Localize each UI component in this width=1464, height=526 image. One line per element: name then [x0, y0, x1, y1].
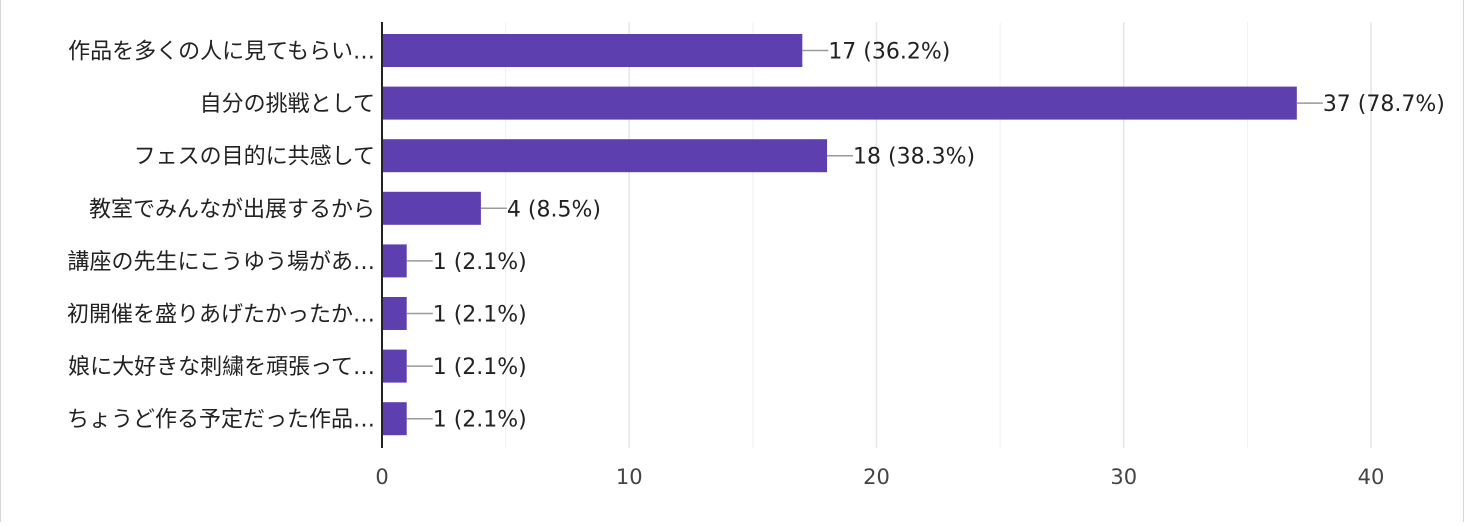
data-label: 37 (78.7%) [1323, 92, 1445, 117]
x-tick-label: 30 [1110, 465, 1137, 489]
bar [382, 244, 407, 278]
bar [382, 86, 1297, 120]
data-label: 17 (36.2%) [828, 40, 950, 65]
bar [382, 191, 481, 225]
data-label: 18 (38.3%) [853, 145, 975, 170]
category-label: 教室でみんなが出展するから [89, 197, 375, 222]
x-tick-label: 20 [863, 465, 890, 489]
category-label: 初開催を盛りあげたかったか… [67, 303, 375, 328]
data-label: 1 (2.1%) [433, 408, 527, 433]
category-label: 自分の挑戦として [200, 92, 375, 117]
data-label: 1 (2.1%) [433, 355, 527, 380]
bar [382, 34, 803, 67]
x-tick-label: 10 [616, 465, 643, 489]
data-label: 1 (2.1%) [433, 303, 527, 328]
bar [382, 349, 407, 383]
data-label: 1 (2.1%) [433, 250, 527, 275]
bar [382, 297, 407, 330]
category-label: 娘に大好きな刺繍を頑張って… [68, 355, 375, 380]
category-label: ちょうど作る予定だった作品… [67, 408, 375, 433]
x-tick-label: 0 [375, 465, 388, 489]
bar [382, 402, 407, 436]
data-label: 4 (8.5%) [507, 197, 601, 222]
x-tick-label: 40 [1358, 465, 1385, 489]
bar [382, 139, 828, 173]
category-label: 作品を多くの人に見てもらい… [68, 40, 375, 65]
category-label: 講座の先生にこうゆう場があ… [67, 250, 375, 275]
category-label: フェスの目的に共感して [134, 145, 375, 170]
